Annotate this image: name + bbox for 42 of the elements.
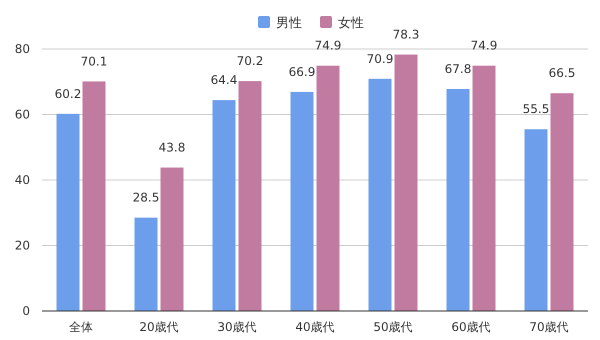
y-tick-label: 80: [14, 42, 30, 56]
bar: [368, 78, 392, 311]
data-label: 66.9: [288, 64, 316, 79]
data-label: 64.4: [210, 73, 238, 88]
bar: [550, 93, 574, 311]
y-tick-label: 20: [14, 238, 30, 252]
bar: [238, 81, 262, 311]
x-tick-label: 30歳代: [217, 320, 257, 334]
bar: [290, 92, 314, 311]
x-tick-label: 60歳代: [451, 320, 491, 334]
data-label: 60.2: [54, 86, 82, 101]
bar: [472, 66, 496, 311]
data-label: 28.5: [132, 190, 160, 205]
y-tick-label: 60: [14, 108, 30, 122]
x-tick-label: 40歳代: [295, 320, 335, 334]
data-label: 66.5: [548, 66, 576, 80]
x-tick-label: 20歳代: [139, 320, 179, 334]
bar: [134, 218, 158, 311]
bar: [394, 54, 418, 311]
bar: [160, 168, 184, 311]
legend-label: 女性: [338, 16, 364, 31]
legend-label: 男性: [276, 16, 302, 31]
data-label: 67.8: [444, 62, 472, 76]
data-label: 70.9: [366, 52, 394, 66]
data-label: 78.3: [392, 28, 420, 42]
data-label: 74.9: [470, 38, 498, 53]
data-label: 55.5: [522, 102, 550, 116]
y-tick-label: 0: [22, 304, 30, 318]
x-tick-label: 70歳代: [529, 320, 569, 334]
x-tick-label: 50歳代: [373, 320, 413, 334]
data-label: 70.1: [80, 54, 108, 68]
y-tick-label: 40: [14, 173, 30, 187]
data-label: 74.9: [314, 38, 342, 53]
bar: [56, 114, 80, 311]
data-label: 70.2: [236, 54, 264, 68]
bar: [446, 88, 470, 311]
bar: [524, 129, 548, 311]
bar: [212, 100, 236, 311]
data-label: 43.8: [158, 140, 186, 155]
x-tick-label: 全体: [69, 320, 93, 334]
bar: [316, 66, 340, 311]
bar: [82, 81, 106, 311]
